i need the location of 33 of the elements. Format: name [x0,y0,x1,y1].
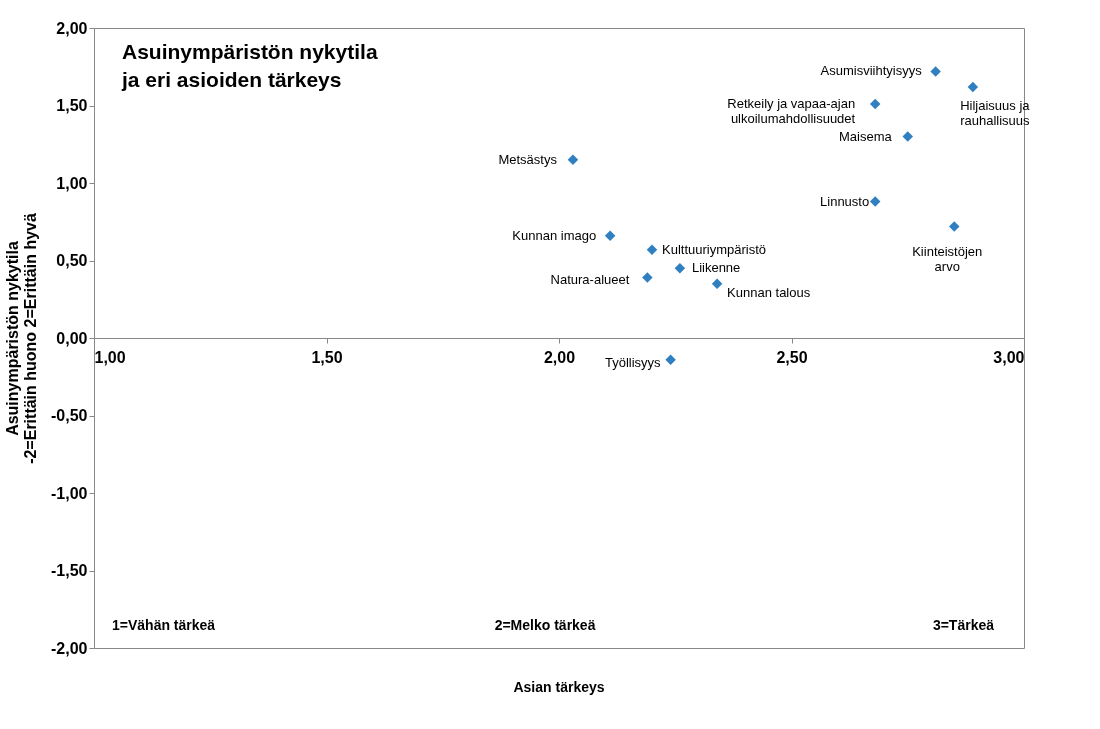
x-tick-label: 1,50 [311,348,343,366]
series-label: Kulttuuriympäristö [662,241,767,257]
x-axis-title: Asian tärkeys [513,679,605,695]
series-label: Metsästys [498,151,558,167]
text: Asuinympäristön nykytila ja eri asioiden tärkeys [121,40,378,91]
y-tick-label: 1,50 [56,97,88,114]
annotation: 1=Vähän tärkeä [112,617,216,633]
text: Kiinteistöjen arvo [912,244,983,275]
series-label: Linnusto [820,193,870,209]
x-tick-label: 2,50 [776,348,808,366]
series-label: Työllisyys [604,354,662,370]
y-tick-label: -2,00 [51,639,88,657]
series-label: Retkeily ja vapaa-ajan ulkoilumahdollisuudet [727,95,856,126]
y-tick-label: 2,00 [56,19,88,37]
series-label: Natura-alueet [550,271,630,287]
y-tick-label: 0,00 [56,329,88,347]
x-tick-label: 1,00 [94,348,126,366]
x-tick-label: 2,00 [543,348,576,366]
x-tick-label: 3,00 [993,348,1025,366]
annotation: 3=Tärkeä [932,617,995,633]
series-label: Liikenne [691,260,741,276]
y-tick-label: 1,00 [56,174,88,192]
series-label: Hiljaisuus ja rauhallisuus [960,97,1031,128]
y-tick-label: -0,50 [51,407,88,424]
y-tick-label: -1,00 [51,484,88,502]
annotation: 2=Melko tärkeä [494,617,596,633]
y-tick-label: 0,50 [56,252,88,269]
series-label: Maisema [839,128,893,144]
y-tick-label: -1,50 [51,562,88,579]
y-axis-title: Asuinympäristön nykytila -2=Erittäin huono 2=Erittäin hyvä [4,213,40,464]
series-label: Kunnan talous [727,284,811,300]
series-label: Asumisviihtyisyys [820,63,923,79]
series-label: Kunnan imago [512,227,597,243]
